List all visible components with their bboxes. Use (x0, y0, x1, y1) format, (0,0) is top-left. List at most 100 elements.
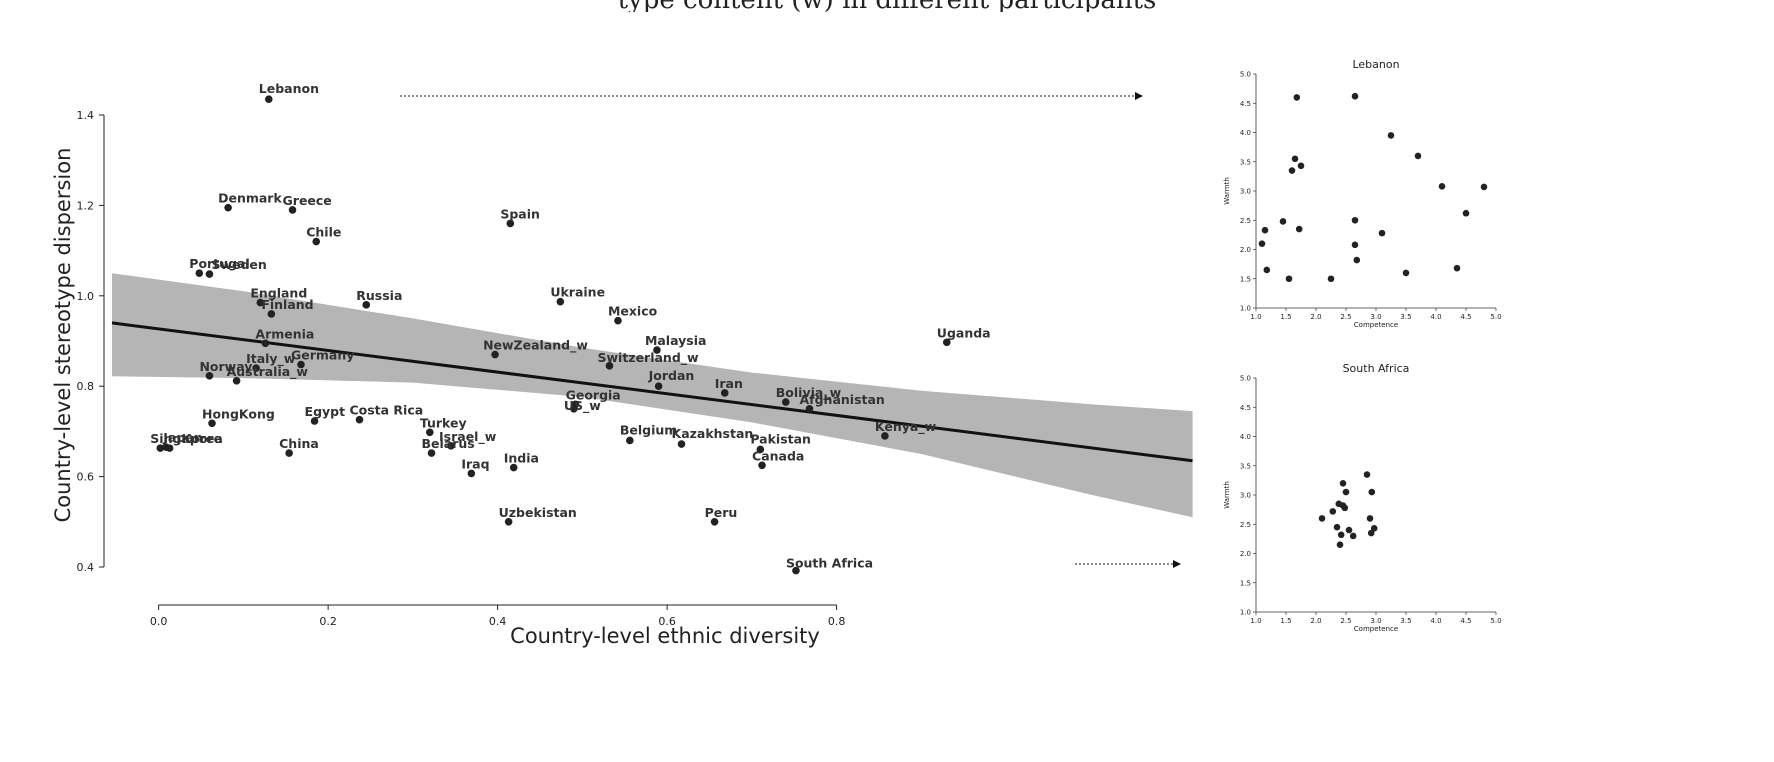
inset-point (1366, 515, 1374, 522)
point-malaysia (653, 346, 661, 354)
inset-point (1351, 241, 1359, 249)
label-ukraine: Ukraine (550, 285, 605, 300)
y-axis-title: Country-level stereotype dispersion (51, 148, 75, 523)
label-egypt: Egypt (305, 404, 346, 419)
inset-point (1288, 167, 1296, 174)
inset-point (1351, 92, 1359, 100)
label-iraq: Iraq (461, 456, 489, 471)
inset-point (1341, 504, 1349, 512)
inset-point (1480, 183, 1488, 191)
inset-y-tick-label: 5.0 (1240, 71, 1251, 79)
label-us-w: US_w (564, 398, 601, 414)
point-israel-w (447, 442, 455, 450)
point-chile (312, 237, 321, 246)
label-india: India (504, 451, 539, 466)
label-uganda: Uganda (937, 325, 991, 340)
point-peru (710, 518, 719, 526)
label-chile: Chile (306, 225, 341, 240)
label-england: England (250, 286, 307, 301)
point-spain (506, 219, 515, 228)
point-england (256, 298, 265, 307)
point-costa-rica (355, 415, 364, 424)
inset-point (1295, 225, 1303, 233)
inset-point (1349, 532, 1357, 540)
point-jordan (654, 382, 663, 391)
inset-point (1279, 218, 1287, 225)
label-iran: Iran (715, 376, 743, 391)
y-tick-label: 0.6 (77, 471, 95, 484)
inset-x-tick-label: 5.0 (1490, 313, 1501, 321)
label-belarus: Belarus (422, 436, 475, 451)
inset-x-tick-label: 5.0 (1490, 617, 1501, 625)
inset-y-tick-label: 4.5 (1240, 404, 1251, 412)
label-spain: Spain (500, 206, 540, 221)
point-lebanon (264, 95, 273, 103)
inset-x-tick-label: 2.5 (1340, 617, 1351, 625)
inset-title: Lebanon (1352, 58, 1399, 71)
inset-y-tick-label: 2.5 (1240, 217, 1251, 225)
inset-point (1333, 523, 1341, 531)
point-canada (758, 461, 766, 470)
y-tick-label: 1.0 (77, 290, 95, 303)
label-canada: Canada (752, 448, 804, 463)
label-greece: Greece (283, 193, 332, 208)
inset-x-tick-label: 1.5 (1280, 313, 1291, 321)
point-belarus (427, 449, 436, 457)
inset-point (1329, 508, 1337, 515)
inset-x-tick-label: 1.0 (1250, 617, 1261, 625)
label-newzealand-w: NewZealand_w (483, 338, 588, 354)
inset-x-tick-label: 3.5 (1400, 617, 1411, 625)
inset-x-tick-label: 4.0 (1430, 313, 1441, 321)
inset-y-tick-label: 4.0 (1240, 129, 1251, 137)
inset-x-tick-label: 3.0 (1370, 617, 1381, 625)
inset-point (1318, 515, 1326, 522)
point-iraq (467, 469, 476, 478)
inset-y-tick-label: 3.0 (1240, 188, 1251, 196)
label-south-africa: South Africa (786, 556, 873, 571)
point-bolivia-w (781, 398, 790, 406)
inset-point (1368, 488, 1376, 496)
inset-point (1285, 275, 1293, 283)
label-uzbekistan: Uzbekistan (499, 505, 577, 520)
inset-point (1462, 209, 1470, 217)
point-germany (297, 360, 305, 369)
inset-title: South Africa (1343, 362, 1410, 375)
inset-point (1367, 529, 1375, 537)
inset-lebanon-scatter: Lebanon 1.01.0 1.5 1.5 2.0 2.0 2.5 2.5 3.0 3.0 3.5… (1223, 58, 1502, 329)
label-mexico: Mexico (608, 304, 658, 319)
y-tick-label: 0.8 (77, 380, 95, 393)
inset-y-tick-label: 1.5 (1240, 579, 1251, 587)
label-armenia: Armenia (255, 326, 314, 341)
label-china: China (279, 436, 319, 451)
point-iran (720, 389, 729, 397)
x-axis-title: Country-level ethnic diversity (510, 624, 820, 648)
point-kenya-w (881, 432, 889, 440)
inset-x-tick-label: 1.0 (1250, 313, 1261, 321)
inset-point (1327, 275, 1335, 283)
label-norway: Norway (199, 359, 252, 374)
inset-x-tick-label: 1.5 (1280, 617, 1291, 625)
point-kazakhstan (677, 440, 686, 448)
inset-x-tick-label: 4.0 (1430, 617, 1441, 625)
point-uzbekistan (504, 518, 513, 526)
inset-x-axis-title: Competence (1354, 321, 1398, 329)
inset-y-axis-title: Warmth (1223, 177, 1231, 205)
point-pakistan (756, 445, 765, 454)
point-norway (205, 372, 214, 380)
inset-point (1293, 94, 1301, 101)
inset-x-tick-label: 3.0 (1370, 313, 1381, 321)
inset-point (1339, 480, 1347, 487)
point-denmark (224, 203, 232, 212)
inset-x-axis-title: Competence (1354, 625, 1398, 633)
label-costa-rica: Costa Rica (349, 403, 423, 418)
inset-point (1263, 266, 1271, 274)
inset-point (1342, 488, 1350, 496)
inset-point (1345, 526, 1353, 534)
inset-point (1402, 269, 1410, 277)
label-kazakhstan: Kazakhstan (672, 426, 754, 441)
label-bolivia-w: Bolivia_w (776, 385, 842, 401)
label-georgia: Georgia (566, 387, 621, 402)
inset-south-africa-scatter: South Africa 1.01.0 1.5 1.5 2.0 2.0 2.5 2.5 3.0 3… (1223, 362, 1502, 633)
x-tick-label: 0.6 (658, 615, 676, 628)
